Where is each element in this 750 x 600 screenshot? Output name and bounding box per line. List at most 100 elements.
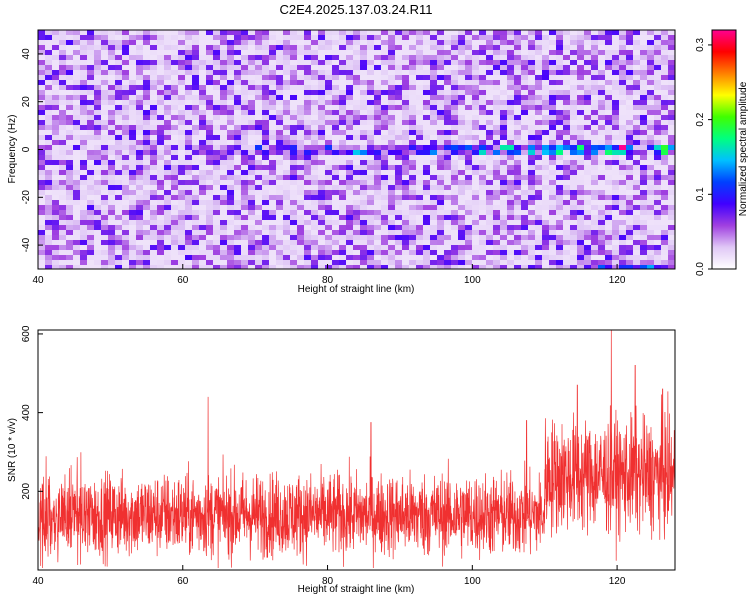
heatmap-cell <box>654 260 662 266</box>
heatmap-cell <box>122 45 130 51</box>
heatmap-cell <box>563 250 571 256</box>
heatmap-cell <box>430 190 438 196</box>
heatmap-cell <box>80 65 88 71</box>
heatmap-cell <box>339 185 347 191</box>
heatmap-cell <box>465 250 473 256</box>
heatmap-cell <box>52 195 60 201</box>
heatmap-cell <box>262 110 270 116</box>
heatmap-cell <box>605 120 613 126</box>
heatmap-cell <box>640 255 648 261</box>
heatmap-cell <box>38 70 46 76</box>
heatmap-cell <box>556 210 564 216</box>
heatmap-cell <box>94 105 102 111</box>
heatmap-cell <box>234 120 242 126</box>
heatmap-cell <box>647 215 655 221</box>
heatmap-cell <box>290 135 298 141</box>
heatmap-cell <box>542 175 550 181</box>
heatmap-cell <box>507 225 515 231</box>
heatmap-cell <box>297 60 305 66</box>
heatmap-cell <box>388 125 396 131</box>
heatmap-cell <box>213 60 221 66</box>
heatmap-cell <box>409 45 417 51</box>
heatmap-cell <box>528 100 536 106</box>
heatmap-cell <box>80 40 88 46</box>
heatmap-cell <box>248 230 256 236</box>
heatmap-cell <box>514 165 522 171</box>
heatmap-cell <box>514 160 522 166</box>
heatmap-cell <box>122 265 130 269</box>
heatmap-cell <box>416 180 424 186</box>
heatmap-cell <box>255 255 263 261</box>
heatmap-cell <box>157 185 165 191</box>
heatmap-cell <box>80 190 88 196</box>
heatmap-cell <box>143 130 151 136</box>
heatmap-cell <box>374 120 382 126</box>
heatmap-cell <box>661 60 669 66</box>
heatmap-cell <box>388 265 396 269</box>
heatmap-cell <box>150 120 158 126</box>
heatmap-cell <box>661 120 669 126</box>
heatmap-cell <box>486 220 494 226</box>
heatmap-cell <box>339 120 347 126</box>
heatmap-cell <box>528 30 536 36</box>
heatmap-cell <box>430 105 438 111</box>
heatmap-cell <box>493 170 501 176</box>
heatmap-cell <box>577 45 585 51</box>
heatmap-cell <box>220 55 228 61</box>
heatmap-cell <box>458 235 466 241</box>
heatmap-cell <box>388 160 396 166</box>
heatmap-cell <box>640 190 648 196</box>
heatmap-cell <box>150 60 158 66</box>
heatmap-cell <box>374 175 382 181</box>
heatmap-cell <box>353 190 361 196</box>
heatmap-cell <box>381 260 389 266</box>
heatmap-cell <box>171 45 179 51</box>
heatmap-cell <box>367 135 375 141</box>
heatmap-cell <box>430 175 438 181</box>
heatmap-cell <box>507 160 515 166</box>
heatmap-cell <box>122 180 130 186</box>
heatmap-cell <box>199 130 207 136</box>
heatmap-cell <box>276 175 284 181</box>
heatmap-cell <box>584 50 592 56</box>
heatmap-cell <box>549 160 557 166</box>
heatmap-cell <box>444 185 452 191</box>
heatmap-cell <box>234 235 242 241</box>
heatmap-cell <box>528 115 536 121</box>
heatmap-cell <box>143 55 151 61</box>
heatmap-cell <box>381 65 389 71</box>
heatmap-cell <box>38 185 46 191</box>
heatmap-cell <box>395 200 403 206</box>
heatmap-cell <box>129 95 137 101</box>
heatmap-cell <box>570 195 578 201</box>
heatmap-cell <box>255 85 263 91</box>
heatmap-cell <box>619 195 627 201</box>
heatmap-cell <box>234 65 242 71</box>
heatmap-cell <box>668 100 675 106</box>
heatmap-cell <box>458 70 466 76</box>
heatmap-cell <box>66 245 74 251</box>
heatmap-cell <box>605 115 613 121</box>
heatmap-cell <box>129 170 137 176</box>
heatmap-cell <box>248 110 256 116</box>
heatmap-cell <box>626 195 634 201</box>
heatmap-cell <box>262 150 270 156</box>
heatmap-cell <box>479 45 487 51</box>
heatmap-cell <box>73 195 81 201</box>
heatmap-cell <box>220 130 228 136</box>
heatmap-cell <box>269 155 277 161</box>
heatmap-cell <box>437 90 445 96</box>
heatmap-cell <box>262 165 270 171</box>
heatmap-cell <box>563 100 571 106</box>
heatmap-cell <box>157 220 165 226</box>
heatmap-cell <box>276 220 284 226</box>
heatmap-cell <box>577 225 585 231</box>
heatmap-cell <box>255 235 263 241</box>
heatmap-cell <box>87 110 95 116</box>
heatmap-cell <box>640 75 648 81</box>
snr-series-line <box>38 330 675 569</box>
heatmap-cell <box>542 205 550 211</box>
heatmap-cell <box>500 260 508 266</box>
heatmap-cell <box>255 55 263 61</box>
heatmap-cell <box>416 80 424 86</box>
